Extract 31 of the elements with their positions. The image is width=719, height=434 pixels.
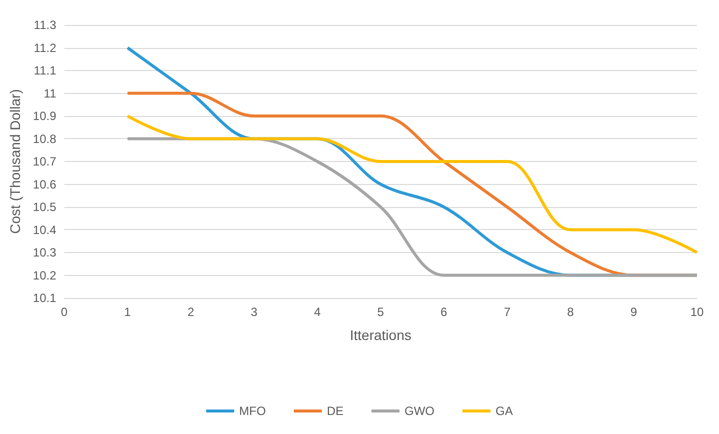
y-tick-label: 11 xyxy=(44,86,57,100)
y-tick-label: 10.3 xyxy=(32,246,57,260)
x-axis-title: Itterations xyxy=(350,327,412,343)
y-tick-label: 11.3 xyxy=(34,18,57,32)
x-tick-label: 3 xyxy=(250,305,258,319)
legend-label: GA xyxy=(495,404,513,418)
y-axis-title: Cost (Thousand Dollar) xyxy=(7,89,23,234)
x-tick-label: 8 xyxy=(567,305,574,319)
y-tick-label: 10.2 xyxy=(32,268,57,282)
y-tick-label: 11.1 xyxy=(34,64,57,78)
x-tick-label: 10 xyxy=(690,305,704,319)
legend-label: DE xyxy=(326,404,344,418)
y-tick-label: 10.8 xyxy=(32,132,57,146)
x-tick-label: 4 xyxy=(314,305,322,319)
x-tick-label: 7 xyxy=(504,305,511,319)
x-tick-label: 0 xyxy=(60,305,68,319)
x-tick-label: 9 xyxy=(630,305,638,319)
legend-label: GWO xyxy=(404,404,434,418)
y-tick-label: 10.9 xyxy=(32,109,57,123)
y-tick-label: 11.2 xyxy=(34,40,57,55)
legend-label: MFO xyxy=(239,404,266,418)
y-tick-label: 10.7 xyxy=(32,154,57,168)
y-tick-label: 10.4 xyxy=(32,222,57,237)
x-tick-label: 1 xyxy=(124,305,132,319)
x-tick-label: 5 xyxy=(377,305,384,319)
line-series xyxy=(126,114,698,254)
y-tick-label: 10.5 xyxy=(32,200,57,214)
y-tick-label: 10.6 xyxy=(32,177,57,192)
x-tick-label: 6 xyxy=(440,305,448,319)
x-tick-label: 2 xyxy=(187,305,194,319)
y-tick-label: 10.1 xyxy=(32,291,57,305)
